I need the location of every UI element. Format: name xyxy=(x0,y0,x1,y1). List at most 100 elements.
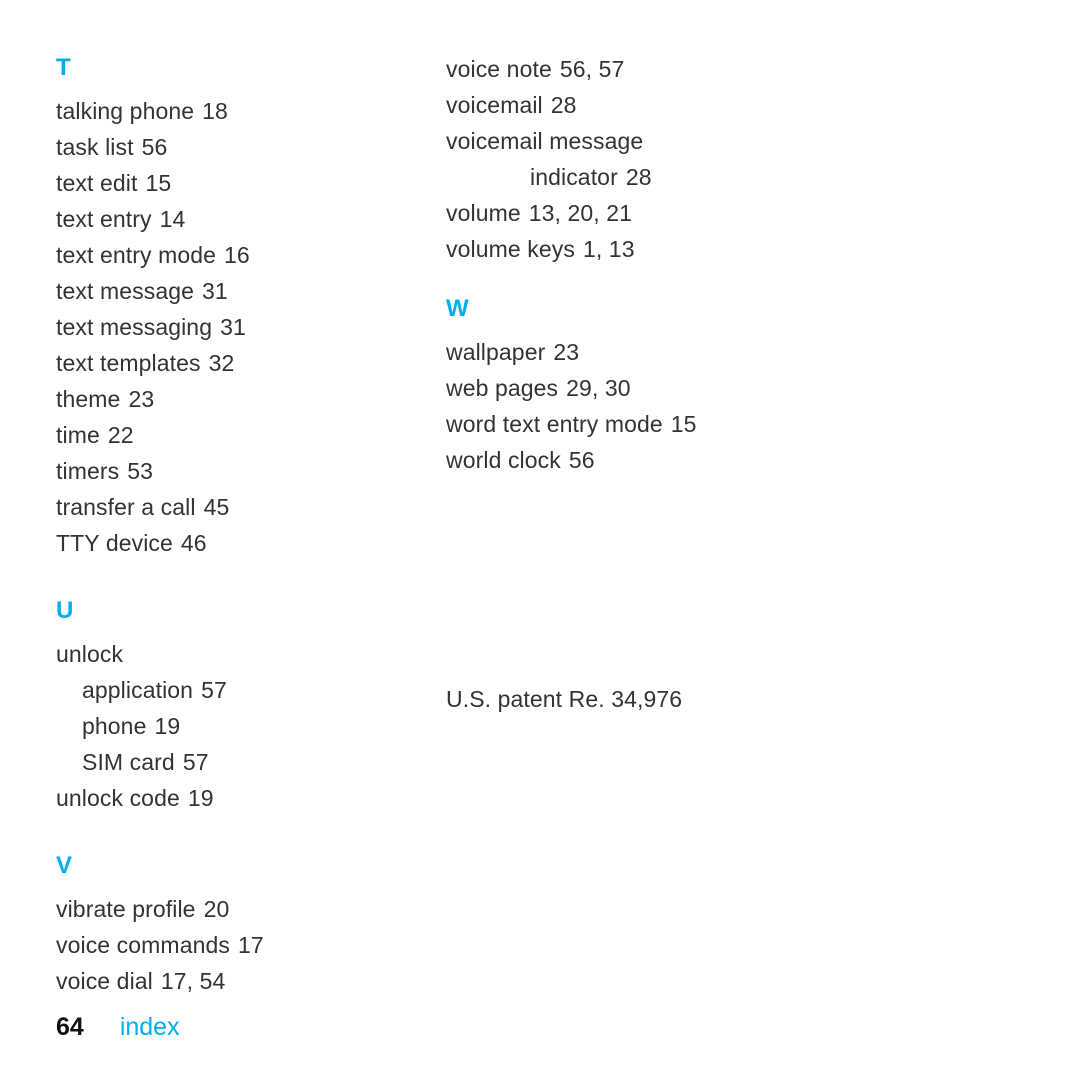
index-pages: 23 xyxy=(128,386,154,412)
page-number: 64 xyxy=(56,1013,84,1041)
index-term: volume keys xyxy=(446,236,575,262)
index-term: transfer a call xyxy=(56,494,196,520)
index-term: text templates xyxy=(56,350,201,376)
index-pages: 13, 20, 21 xyxy=(529,200,632,226)
index-entry: vibrate profile 20 xyxy=(56,898,366,921)
index-term: voicemail message xyxy=(446,128,643,154)
index-entry: text message 31 xyxy=(56,280,366,303)
index-pages: 14 xyxy=(160,206,186,232)
index-entry: text edit15 xyxy=(56,172,366,195)
index-pages: 23 xyxy=(553,339,579,365)
index-term: world clock xyxy=(446,447,561,473)
index-pages: 57 xyxy=(201,677,227,703)
index-entry: timers 53 xyxy=(56,460,366,483)
index-entry-continuation: indicator 28 xyxy=(446,166,786,189)
footer-label: index xyxy=(120,1013,180,1041)
index-pages: 15 xyxy=(671,411,697,437)
index-term: voice dial xyxy=(56,968,153,994)
index-pages: 57 xyxy=(183,749,209,775)
index-pages: 16 xyxy=(224,242,250,268)
index-entry: text entry mode 16 xyxy=(56,244,366,267)
index-pages: 28 xyxy=(626,164,652,190)
index-pages: 29, 30 xyxy=(566,375,631,401)
index-pages: 31 xyxy=(220,314,246,340)
index-pages: 18 xyxy=(202,98,228,124)
index-term: voicemail xyxy=(446,92,543,118)
section-letter-w: W xyxy=(446,295,786,323)
index-entry: text templates 32 xyxy=(56,352,366,375)
index-term: theme xyxy=(56,386,120,412)
index-term: wallpaper xyxy=(446,339,545,365)
index-entry: theme 23 xyxy=(56,388,366,411)
index-term: timers xyxy=(56,458,119,484)
index-entry: volume 13, 20, 21 xyxy=(446,202,786,225)
index-entry: TTY device 46 xyxy=(56,532,366,555)
page-footer: 64 index xyxy=(56,1013,180,1042)
index-term: word text entry mode xyxy=(446,411,663,437)
section-letter-t: T xyxy=(56,54,366,82)
index-pages: 31 xyxy=(202,278,228,304)
index-term: time xyxy=(56,422,100,448)
index-entry: text messaging 31 xyxy=(56,316,366,339)
index-pages: 19 xyxy=(188,785,214,811)
index-pages: 17, 54 xyxy=(161,968,226,994)
index-term: unlock code xyxy=(56,785,180,811)
index-pages: 1, 13 xyxy=(583,236,635,262)
index-subentry: SIM card 57 xyxy=(56,751,366,774)
index-term: task list xyxy=(56,134,134,160)
index-entry: voice commands 17 xyxy=(56,934,366,957)
index-column-2: voice note 56, 57 voicemail 28 voicemail m… xyxy=(446,48,786,988)
index-term: TTY device xyxy=(56,530,173,556)
index-pages: 56 xyxy=(569,447,595,473)
index-pages: 53 xyxy=(127,458,153,484)
index-entry: word text entry mode 15 xyxy=(446,413,786,436)
index-pages: 17 xyxy=(238,932,264,958)
index-term: unlock xyxy=(56,641,123,667)
index-pages: 20 xyxy=(204,896,230,922)
index-entry: unlock code 19 xyxy=(56,787,366,810)
index-pages: 19 xyxy=(154,713,180,739)
patent-notice: U.S. patent Re. 34,976 xyxy=(446,688,786,711)
index-pages: 56, 57 xyxy=(560,56,625,82)
index-entry: voice dial 17, 54 xyxy=(56,970,366,993)
index-entry: voice note 56, 57 xyxy=(446,58,786,81)
index-entry: wallpaper 23 xyxy=(446,341,786,364)
index-subentry: application 57 xyxy=(56,679,366,702)
index-entry: unlock xyxy=(56,643,366,666)
index-term: text message xyxy=(56,278,194,304)
index-term: volume xyxy=(446,200,521,226)
index-term: phone xyxy=(82,713,146,739)
index-term: voice note xyxy=(446,56,552,82)
index-entry: transfer a call45 xyxy=(56,496,366,519)
index-term: voice commands xyxy=(56,932,230,958)
index-term: text entry mode xyxy=(56,242,216,268)
index-entry: voicemail message xyxy=(446,130,786,153)
index-pages: 22 xyxy=(108,422,134,448)
index-entry: task list 56 xyxy=(56,136,366,159)
index-term: application xyxy=(82,677,193,703)
index-entry: web pages 29, 30 xyxy=(446,377,786,400)
index-term: talking phone xyxy=(56,98,194,124)
index-column-1: T talking phone 18 task list 56 text edit1… xyxy=(56,48,366,988)
index-term: indicator xyxy=(530,164,618,190)
index-term: text messaging xyxy=(56,314,212,340)
index-pages: 28 xyxy=(551,92,577,118)
index-subentry: phone 19 xyxy=(56,715,366,738)
index-entry: time 22 xyxy=(56,424,366,447)
index-entry: text entry 14 xyxy=(56,208,366,231)
section-letter-v: V xyxy=(56,852,366,880)
index-pages: 32 xyxy=(209,350,235,376)
index-term: web pages xyxy=(446,375,558,401)
index-term: SIM card xyxy=(82,749,175,775)
index-term: text entry xyxy=(56,206,152,232)
index-entry: world clock 56 xyxy=(446,449,786,472)
index-entry: voicemail 28 xyxy=(446,94,786,117)
index-pages: 56 xyxy=(142,134,168,160)
index-pages: 15 xyxy=(145,170,171,196)
section-letter-u: U xyxy=(56,597,366,625)
index-pages: 46 xyxy=(181,530,207,556)
index-columns: T talking phone 18 task list 56 text edit1… xyxy=(56,48,1032,988)
index-entry: talking phone 18 xyxy=(56,100,366,123)
index-term: vibrate profile xyxy=(56,896,196,922)
index-entry: volume keys 1, 13 xyxy=(446,238,786,261)
